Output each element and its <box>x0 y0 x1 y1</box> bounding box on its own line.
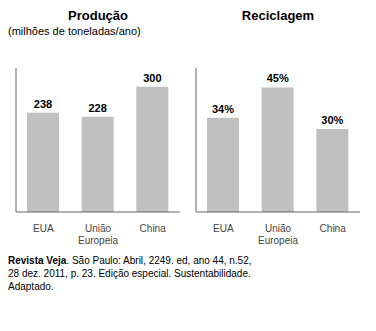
svg-text:300: 300 <box>143 72 161 84</box>
svg-text:China: China <box>320 223 347 234</box>
svg-text:30%: 30% <box>321 114 343 126</box>
svg-text:EUA: EUA <box>33 223 54 234</box>
svg-text:238: 238 <box>34 98 52 110</box>
svg-text:EUA: EUA <box>213 223 234 234</box>
svg-text:228: 228 <box>88 102 106 114</box>
svg-text:UniãoEuropeia: UniãoEuropeia <box>258 223 298 246</box>
html-text:(milhões de toneladas/ano): (milhões de toneladas/ano) <box>8 25 141 37</box>
svg-text:34%: 34% <box>212 103 234 115</box>
svg-text:China: China <box>140 223 167 234</box>
html-text:Produção: Produção <box>68 8 128 23</box>
html-text:Revista Veja. São Paulo: Abril: Revista Veja. São Paulo: Abril, 2249. ed… <box>8 255 252 292</box>
html-text:Reciclagem: Reciclagem <box>241 8 315 23</box>
svg-text:45%: 45% <box>267 72 289 84</box>
svg-text:UniãoEuropeia: UniãoEuropeia <box>78 223 118 246</box>
